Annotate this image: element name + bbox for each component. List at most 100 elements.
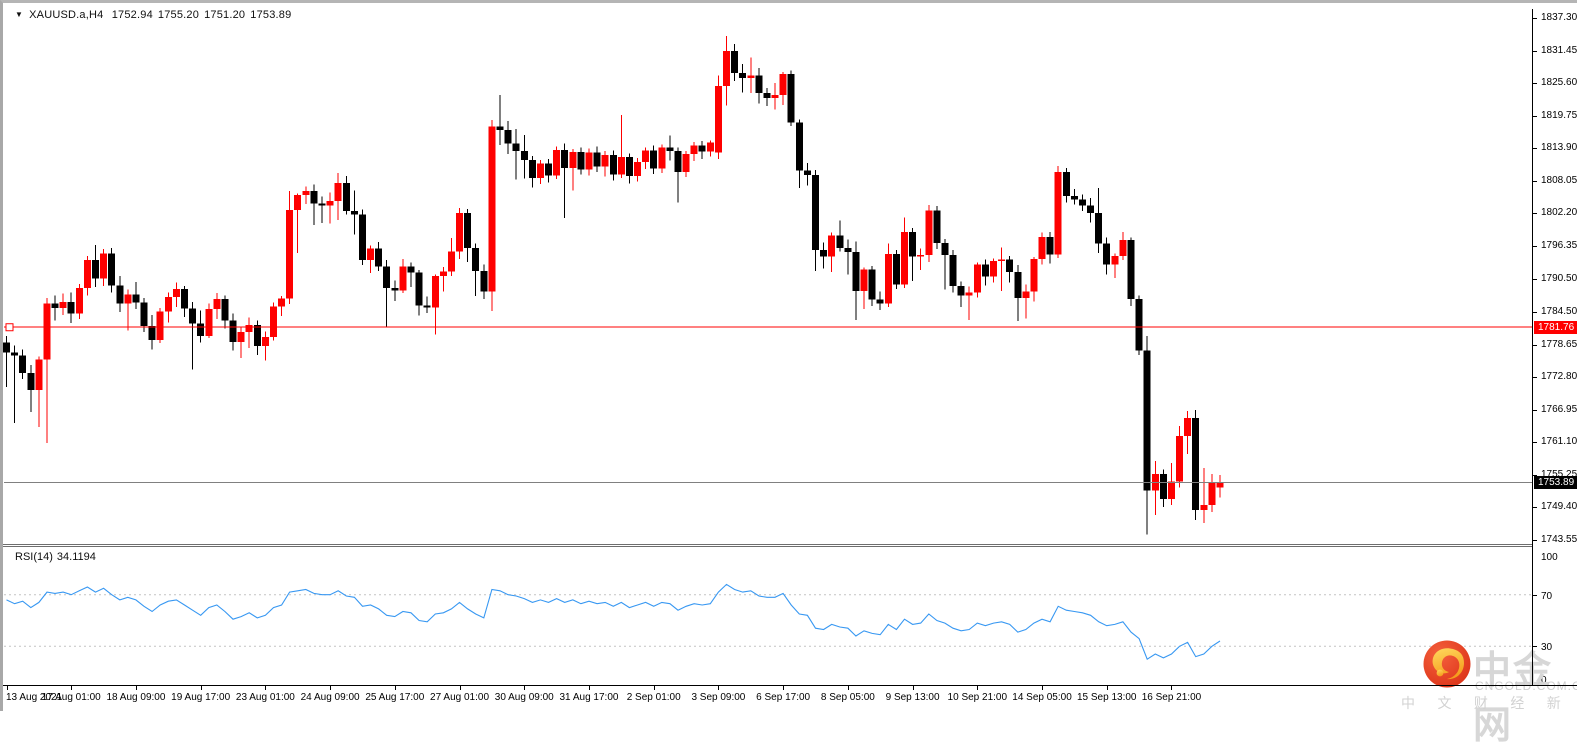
ohlc-low: 1751.20	[204, 9, 246, 21]
ohlc-open: 1752.94	[111, 9, 153, 21]
time-tick	[653, 686, 655, 690]
candle	[828, 232, 836, 272]
price-tick	[1533, 311, 1537, 313]
candle	[75, 284, 83, 320]
time-tick	[200, 686, 202, 690]
candle	[957, 281, 965, 307]
rsi-chart[interactable]	[4, 547, 1532, 685]
candle	[108, 247, 116, 293]
price-tick	[1533, 344, 1537, 346]
candle	[1103, 237, 1111, 275]
candle	[140, 298, 148, 333]
candle	[812, 170, 819, 271]
candle	[286, 191, 294, 305]
rsi-name: RSI(14)	[15, 551, 53, 563]
rsi-indicator-pane[interactable]	[4, 547, 1532, 685]
candle	[763, 88, 771, 106]
price-axis[interactable]: 1837.30 1831.45 1825.60 1819.75 1813.90 1808.…	[1533, 3, 1577, 686]
candle	[593, 146, 601, 173]
price-tick	[1533, 474, 1537, 476]
candle	[237, 327, 245, 359]
candle	[51, 295, 59, 321]
time-tick	[1042, 686, 1044, 690]
candle	[415, 270, 423, 316]
candle	[1143, 335, 1151, 535]
price-tick-label: 1819.75	[1541, 109, 1577, 121]
candle	[642, 147, 650, 169]
candle	[43, 298, 51, 443]
candle	[310, 184, 318, 226]
time-tick	[783, 686, 785, 690]
time-tick	[524, 686, 526, 690]
candle	[698, 141, 706, 159]
candle	[731, 44, 739, 81]
candle	[723, 35, 731, 106]
price-tick-label: 1837.30	[1541, 12, 1577, 23]
price-tick	[1533, 540, 1537, 541]
candle	[1070, 188, 1078, 205]
pane-separator[interactable]	[3, 544, 1532, 545]
candle	[189, 301, 197, 370]
candle	[342, 176, 350, 215]
candle	[148, 314, 156, 350]
price-tick-label: 1749.40	[1541, 501, 1577, 513]
candle	[1046, 231, 1054, 264]
candle	[124, 289, 132, 331]
candle	[577, 147, 585, 175]
candle	[11, 345, 19, 423]
rsi-current-value: 34.1194	[56, 551, 96, 563]
candle	[480, 264, 488, 300]
candlestick-chart[interactable]	[3, 4, 1532, 544]
price-tick	[1533, 115, 1537, 117]
time-tick-label: 19 Aug 17:00	[171, 692, 231, 703]
candle	[399, 259, 407, 294]
candle	[59, 293, 67, 315]
rsi-line	[6, 583, 1221, 661]
price-tick-label: 1813.90	[1541, 142, 1577, 154]
time-axis-line	[3, 685, 1577, 686]
time-tick-label: 9 Sep 13:00	[885, 692, 940, 703]
candle	[35, 356, 43, 428]
candle	[164, 292, 172, 323]
candle	[585, 148, 593, 176]
candle	[1200, 467, 1208, 524]
candle	[965, 286, 973, 320]
candle	[714, 75, 722, 159]
pane-separator[interactable]	[3, 546, 1532, 547]
price-tick-label: 1796.35	[1541, 240, 1577, 251]
candle	[998, 247, 1006, 291]
time-tick	[459, 686, 461, 690]
candle	[197, 310, 205, 343]
candle	[3, 335, 10, 388]
candle	[1135, 295, 1143, 355]
hline-anchor-marker[interactable]	[5, 323, 14, 332]
candle	[1095, 187, 1103, 253]
time-tick-label: 15 Sep 13:00	[1076, 692, 1137, 703]
symbol-timeframe: XAUUSD.a,H4	[29, 9, 104, 21]
price-tick	[1533, 213, 1537, 215]
rsi-scale-label: 70	[1541, 590, 1553, 602]
candle	[83, 255, 91, 296]
collapse-triangle-icon[interactable]: ▼	[15, 10, 24, 19]
time-tick-label: 17 Aug 01:00	[41, 692, 101, 703]
candle	[666, 135, 674, 161]
candle	[91, 245, 99, 287]
candle	[229, 313, 237, 351]
candle	[1022, 284, 1030, 319]
price-tick	[1533, 180, 1537, 182]
candle	[1054, 166, 1062, 258]
candle	[852, 241, 860, 320]
candle	[528, 156, 536, 188]
candle	[213, 293, 221, 320]
price-tick-label: 1831.45	[1541, 44, 1577, 56]
time-tick	[977, 686, 979, 690]
time-tick	[718, 686, 720, 690]
time-tick	[1106, 686, 1108, 690]
price-tick	[1533, 278, 1537, 280]
candle	[1127, 237, 1135, 306]
candle	[132, 281, 140, 310]
candle	[868, 265, 876, 306]
main-chart-pane[interactable]	[3, 4, 1532, 544]
time-axis[interactable]: 13 Aug 2021 17 Aug 01:00 18 Aug 09:00 19 Au…	[3, 686, 1577, 714]
time-tick	[135, 686, 137, 690]
